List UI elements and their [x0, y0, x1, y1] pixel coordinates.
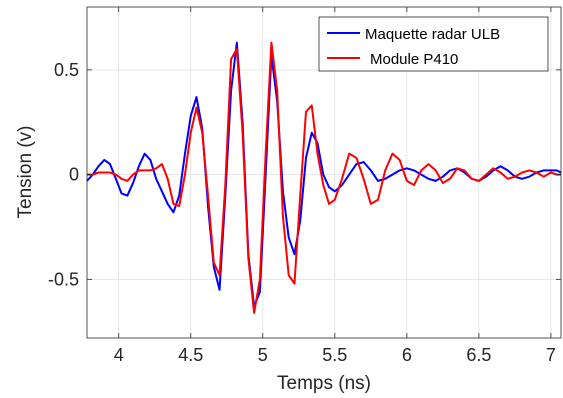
- plot-frame: [86, 6, 562, 339]
- axis-ticks: 4 4.5 5 5.5 6 6.5 7 -0.5 0 0.5: [48, 7, 561, 365]
- x-tick-label: 7: [546, 345, 556, 365]
- series-line-p410: [87, 41, 561, 314]
- series-lines: [86, 41, 562, 314]
- x-tick-label: 6.5: [466, 345, 491, 365]
- x-tick-label: 6: [402, 345, 412, 365]
- x-axis-label: Temps (ns): [277, 373, 371, 394]
- x-tick-label: 5: [258, 345, 268, 365]
- y-axis-label: Tension (v): [15, 126, 36, 219]
- legend-label-p410: Module P410: [370, 51, 458, 68]
- x-tick-label: 5.5: [322, 345, 347, 365]
- y-tick-label: 0.5: [54, 60, 79, 80]
- y-tick-label: -0.5: [48, 269, 79, 289]
- x-tick-label: 4.5: [178, 345, 203, 365]
- legend-label-maquette: Maquette radar ULB: [365, 26, 500, 43]
- x-tick-label: 4: [114, 345, 124, 365]
- legend: Maquette radar ULB Module P410: [318, 16, 549, 72]
- legend-box: [318, 16, 549, 72]
- y-tick-label: 0: [69, 165, 79, 185]
